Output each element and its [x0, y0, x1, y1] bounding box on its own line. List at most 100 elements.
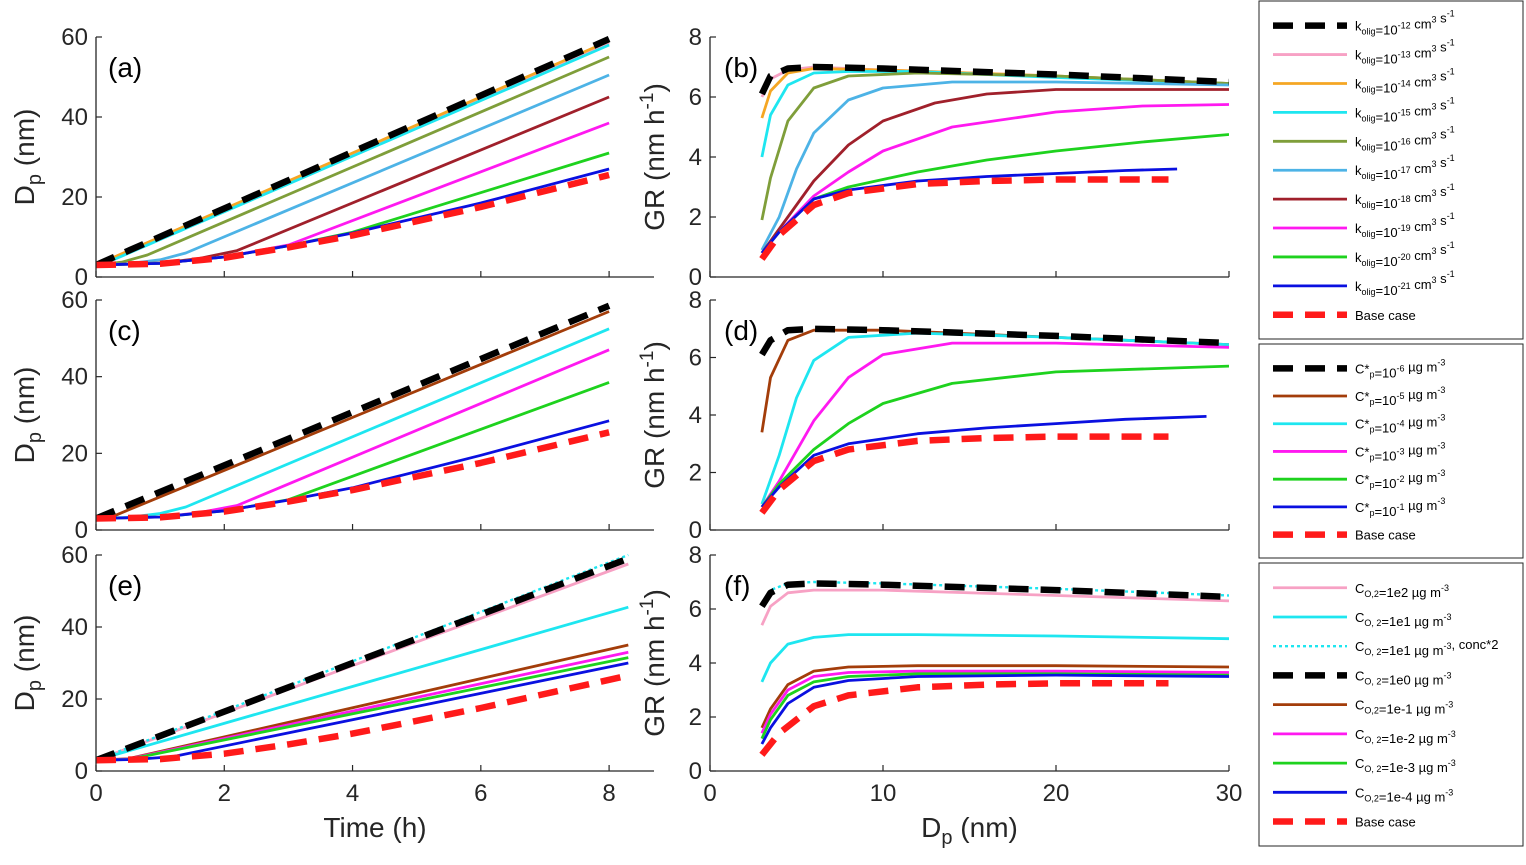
y-tick-label: 0	[689, 758, 702, 785]
y-tick-label: 40	[61, 614, 88, 641]
series-line	[760, 669, 1229, 734]
y-tick-label: 20	[61, 184, 88, 211]
legend-3: CO,2=1e2 µg m-3CO, 2=1e1 µg m-3CO, 2=1e1…	[1258, 562, 1524, 847]
legend-label: CO,2=1e-1 µg m-3	[1355, 698, 1453, 717]
legend-label: Base case	[1355, 815, 1416, 830]
series-group	[96, 36, 611, 269]
series-line	[759, 433, 1169, 515]
panel-label: (c)	[108, 315, 141, 346]
panel-c: 0 20 40 60 (c) Dp (nm)	[9, 287, 654, 544]
x-axis-label: Time (h)	[323, 812, 426, 843]
series-group	[759, 580, 1229, 757]
y-tick-label: 4	[689, 144, 702, 171]
series-line	[759, 680, 1169, 757]
series-line	[760, 415, 1207, 508]
y-tick-label: 6	[689, 84, 702, 111]
x-tick-label: 20	[1043, 780, 1070, 807]
series-line	[760, 588, 1229, 626]
x-tick-label: 0	[89, 780, 102, 807]
y-tick-label: 0	[689, 264, 702, 291]
x-tick-label: 0	[703, 780, 716, 807]
series-line	[760, 673, 1229, 745]
series-line	[96, 151, 610, 267]
x-tick-label: 4	[346, 780, 359, 807]
series-group	[96, 553, 630, 764]
series-line	[759, 325, 1229, 357]
y-axis-label: Dp (nm)	[9, 367, 46, 464]
series-line	[760, 633, 1229, 683]
series-line	[96, 36, 611, 268]
legend-label: Base case	[1355, 308, 1416, 323]
panel-label: (a)	[108, 52, 142, 83]
series-line	[96, 553, 629, 762]
panel-b: 0 2 4 6 8 (b) GR (nm h-1)	[637, 24, 1230, 291]
y-axis-label: GR (nm h-1)	[637, 589, 670, 737]
legend-label: Base case	[1355, 528, 1416, 543]
y-tick-label: 6	[689, 596, 702, 623]
y-tick-label: 20	[61, 440, 88, 467]
panel-label: (f)	[724, 570, 750, 601]
panel-a: 0 20 40 60 (a) Dp (nm)	[9, 24, 654, 291]
series-line	[759, 580, 1229, 609]
legend-label: CO,2=1e2 µg m-3	[1355, 581, 1449, 600]
panel-label: (e)	[108, 570, 142, 601]
y-tick-label: 6	[689, 345, 702, 372]
x-axis-label: Dp (nm)	[921, 812, 1018, 849]
series-line	[760, 80, 1229, 251]
y-tick-label: 60	[61, 287, 88, 314]
series-line	[96, 429, 610, 522]
y-tick-label: 2	[689, 204, 702, 231]
y-tick-label: 8	[689, 24, 702, 51]
series-line	[760, 672, 1229, 740]
y-tick-label: 8	[689, 542, 702, 569]
series-line	[760, 341, 1229, 508]
panel-label: (d)	[724, 315, 758, 346]
series-group	[96, 302, 611, 522]
x-tick-label: 6	[474, 780, 487, 807]
y-tick-label: 4	[689, 402, 702, 429]
series-line	[760, 664, 1229, 729]
series-line	[760, 364, 1229, 508]
series-line	[759, 176, 1169, 261]
y-tick-label: 60	[61, 24, 88, 51]
legend-label: CO,2=1e-4 µg m-3	[1355, 785, 1453, 804]
y-tick-label: 2	[689, 460, 702, 487]
y-tick-label: 40	[61, 104, 88, 131]
series-group	[759, 325, 1229, 515]
y-axis-label: GR (nm h-1)	[637, 83, 670, 231]
series-line	[96, 302, 611, 522]
series-line	[760, 71, 1229, 221]
series-line	[760, 88, 1229, 254]
series-line	[96, 672, 629, 764]
panel-f: 0 10 20 30 0 2 4 6 8 (f) GR (nm h-1) Dp (nm)	[637, 542, 1242, 849]
y-tick-label: 0	[75, 517, 88, 544]
panel-d: 0 2 4 6 8 (d) GR (nm h-1)	[637, 287, 1230, 544]
series-line	[760, 331, 1229, 505]
y-tick-label: 0	[75, 758, 88, 785]
series-line	[96, 171, 610, 269]
y-axis-label: Dp (nm)	[9, 109, 46, 206]
y-tick-label: 8	[689, 287, 702, 314]
y-tick-label: 2	[689, 704, 702, 731]
x-tick-label: 8	[602, 780, 615, 807]
series-line	[758, 63, 1229, 96]
y-axis-label: GR (nm h-1)	[637, 341, 670, 489]
x-tick-label: 10	[870, 780, 897, 807]
legend-2: C*p=10-6 µg m-3C*p=10-5 µg m-3C*p=10-4 µ…	[1258, 343, 1524, 559]
y-tick-label: 20	[61, 686, 88, 713]
panel-label: (b)	[724, 52, 758, 83]
y-axis-label: Dp (nm)	[9, 615, 46, 712]
y-tick-label: 60	[61, 542, 88, 569]
panel-e: 0 2 4 6 8 0 20 40 60 (e) Dp (nm) Time (h)	[9, 542, 654, 843]
y-tick-label: 4	[689, 650, 702, 677]
y-tick-label: 0	[689, 517, 702, 544]
x-tick-label: 2	[218, 780, 231, 807]
series-line	[96, 562, 629, 762]
series-line	[96, 381, 610, 520]
series-line	[96, 605, 629, 762]
y-tick-label: 40	[61, 364, 88, 391]
y-tick-label: 0	[75, 264, 88, 291]
x-tick-label: 30	[1216, 780, 1243, 807]
